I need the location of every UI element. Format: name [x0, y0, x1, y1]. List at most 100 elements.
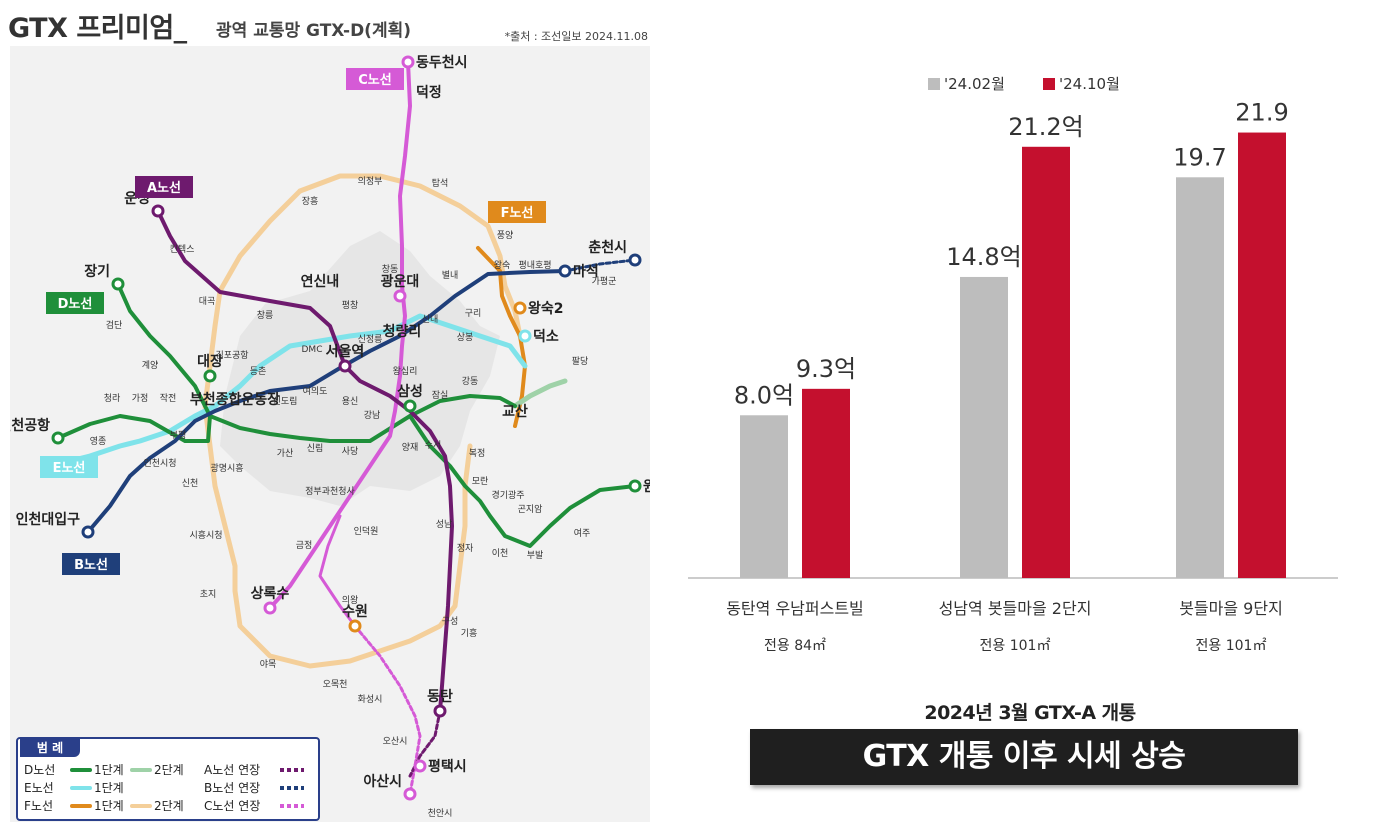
station-label-major: 마석	[573, 264, 599, 280]
bar-1-1	[1022, 146, 1070, 578]
station-dot	[403, 787, 417, 801]
station-label-minor: 영종	[90, 436, 107, 447]
station-label-minor: 화성시	[358, 694, 383, 705]
legend-swatch-0	[928, 78, 940, 90]
station-label-major: 수원	[342, 604, 368, 620]
map-legend: 범 례 D노선 1단계 2단계 A노선 연장 E노선 1단계 B노선 연장 F노…	[16, 737, 320, 821]
station-label-minor: 모란	[472, 475, 489, 487]
station-dot	[513, 301, 527, 315]
station-label-minor: 천안시	[428, 808, 453, 819]
e-line	[47, 313, 528, 469]
line-tag-label-c: C노선	[358, 72, 391, 88]
station-label-minor: 오산시	[383, 736, 408, 747]
c-line-branch	[318, 514, 357, 628]
station-label-minor: 상봉	[457, 332, 474, 343]
station-label-minor: 풍양	[497, 230, 514, 241]
station-label-major: 광운대	[381, 273, 420, 290]
station-dot	[263, 601, 277, 615]
bar-1-0	[802, 388, 850, 578]
line-tag-a	[135, 176, 193, 198]
station-label-minor: 복정	[469, 448, 486, 459]
station-label-major: 장기	[84, 263, 110, 280]
legend-d-line: D노선	[24, 763, 56, 777]
station-label-major: 인천공항	[10, 417, 50, 434]
station-dot	[51, 431, 65, 445]
caption-banner: GTX 개통 이후 시세 상승	[750, 729, 1298, 785]
legend-c-ext-swatch	[280, 804, 304, 808]
legend-d-phase1-swatch	[70, 768, 92, 772]
station-label-major: 왕숙2	[528, 301, 564, 317]
station-label-minor: 양재	[402, 442, 419, 453]
line-tag-label-d: D노선	[58, 296, 93, 312]
data-label-0-1: 14.8억	[946, 243, 1022, 271]
header: GTX 프리미엄_ 광역 교통망 GTX-D(계획) *출처 : 조선일보 20…	[8, 4, 648, 44]
legend-c-ext: C노선 연장	[204, 799, 261, 813]
station-label-minor: 창릉	[257, 310, 274, 321]
station-label-major: 상록수	[251, 586, 290, 602]
data-label-0-2: 19.7	[1173, 143, 1226, 171]
legend-f-phase2-swatch	[130, 804, 152, 808]
station-label-minor: 광명시흥	[210, 462, 243, 474]
station-label-minor: 곤지암	[518, 503, 543, 515]
station-dot	[348, 619, 362, 633]
line-tag-c	[346, 68, 404, 90]
category-label-1: 성남역 봇들마을 2단지	[939, 599, 1092, 618]
legend-b-ext-swatch	[280, 786, 304, 790]
station-label-minor: 검단	[106, 319, 123, 331]
station-label-minor: 신정릉	[358, 334, 383, 345]
station-label-minor: 의정부	[358, 176, 383, 187]
station-label-minor: 왕숙	[494, 260, 511, 271]
category-label-0: 동탄역 우남퍼스트빌	[726, 599, 864, 618]
station-dot	[413, 759, 427, 773]
station-label-minor: 이천	[492, 548, 509, 559]
bar-1-2	[1238, 132, 1286, 578]
legend-d-phase1: 1단계	[94, 763, 124, 777]
station-label-minor: 가평군	[592, 276, 617, 287]
station-label-minor: 정자	[457, 543, 474, 554]
d-line-east	[208, 394, 517, 443]
station-label-major: 연신내	[301, 274, 340, 290]
legend-f-line: F노선	[24, 799, 53, 813]
station-label-minor: 킨텍스	[170, 244, 195, 255]
station-label-major: 인천대입구	[16, 511, 81, 528]
station-dot	[558, 264, 572, 278]
station-label-minor: 별내	[442, 270, 459, 281]
f-line-phase2-south	[202, 188, 473, 669]
line-tag-label-b: B노선	[74, 557, 108, 573]
station-dot	[393, 289, 407, 303]
line-tag-d	[46, 292, 104, 314]
station-label-major: 서울역	[326, 343, 365, 360]
line-tag-label-a: A노선	[147, 180, 181, 196]
category-sublabel-2: 전용 101㎡	[1196, 638, 1267, 654]
b-line-extension	[563, 258, 637, 273]
station-label-minor: 성남	[436, 519, 453, 530]
legend-label-0: '24.02월	[944, 75, 1005, 93]
b-line	[86, 269, 567, 534]
station-label-minor: 잠실	[432, 390, 449, 401]
legend-d-phase2-swatch	[130, 768, 152, 772]
station-dot	[403, 399, 417, 413]
station-dot	[338, 359, 352, 373]
caption-small: 2024년 3월 GTX-A 개통	[924, 702, 1136, 724]
station-label-minor: 인덕원	[354, 526, 379, 537]
c-line	[268, 60, 412, 610]
line-tag-label-e: E노선	[53, 460, 86, 476]
station-label-minor: 왕십리	[393, 366, 418, 377]
station-dot	[628, 479, 642, 493]
legend-d-phase2: 2단계	[154, 763, 184, 777]
station-label-minor: 신림	[307, 442, 324, 454]
station-label-minor: 사당	[342, 446, 359, 457]
legend-label-1: '24.10월	[1059, 75, 1120, 93]
station-dot	[111, 277, 125, 291]
station-label-major: 원주	[643, 479, 650, 495]
station-label-minor: 장흥	[302, 195, 319, 207]
d-line-phase2	[512, 378, 568, 409]
station-dot	[433, 704, 447, 718]
station-label-minor: 신도림	[273, 395, 298, 407]
station-label-minor: 시흥시청	[189, 529, 222, 541]
line-tag-b	[62, 553, 120, 575]
station-label-minor: 부발	[527, 550, 544, 561]
station-label-major: 춘천시	[588, 240, 627, 256]
d-line-west	[56, 282, 212, 443]
